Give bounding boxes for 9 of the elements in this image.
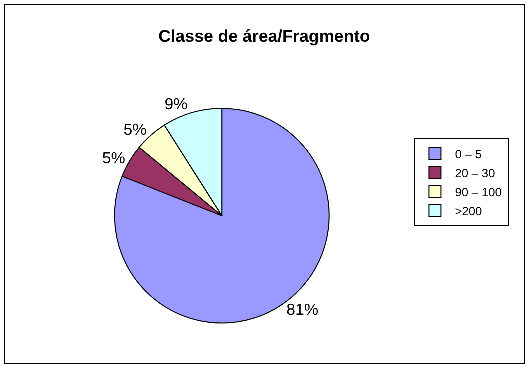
chart-title: Classe de área/Fragmento [158,26,370,46]
legend-label: >200 [455,204,483,219]
legend-label: 90 – 100 [455,186,502,200]
legend-label: 20 – 30 [455,166,496,181]
data-label: 5% [124,122,147,140]
data-label: 5% [102,150,126,168]
data-label: 9% [164,96,188,114]
legend-label: 0 – 5 [455,148,482,162]
data-label: 81% [286,302,319,319]
